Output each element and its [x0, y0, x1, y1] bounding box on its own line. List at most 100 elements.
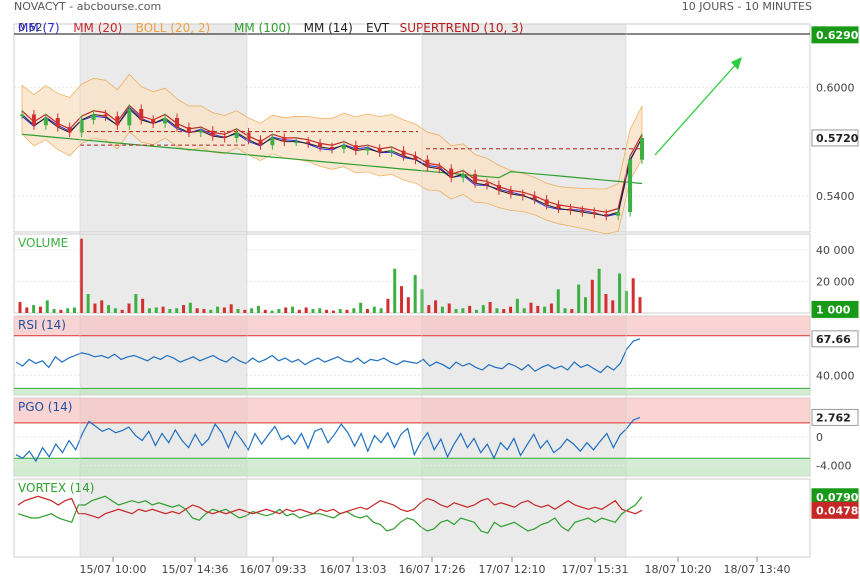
candle-body — [496, 184, 501, 191]
candle-body — [413, 156, 418, 160]
price-badge-text: 0.6290 — [816, 29, 859, 42]
price-tick-label: 0.5400 — [816, 190, 855, 203]
volume-bar — [338, 309, 342, 313]
vortex-1-line — [17, 495, 643, 519]
session-shade — [422, 479, 626, 557]
volume-bar — [216, 306, 220, 313]
volume-bar — [141, 298, 145, 313]
vortex-label: VORTEX (14) — [18, 481, 95, 495]
vortex-badge-text: 0.0478 — [816, 504, 858, 517]
volume-tick-label: 40 000 — [816, 244, 855, 257]
projection-arrowhead — [731, 57, 742, 70]
candle-body — [401, 150, 406, 157]
volume-bar — [461, 308, 465, 313]
volume-bar — [134, 294, 138, 313]
rsi-overbought-zone — [14, 316, 810, 336]
volume-bar — [604, 294, 608, 313]
volume-bar — [509, 306, 513, 313]
volume-bar — [182, 305, 186, 313]
period-label: 10 JOURS - 10 MINUTES — [681, 0, 812, 13]
volume-bar — [100, 300, 104, 313]
candle-body — [115, 116, 120, 126]
volume-bar — [590, 279, 594, 313]
candle-body — [103, 114, 108, 117]
candle-body — [151, 119, 156, 124]
projection-arrow — [654, 61, 739, 156]
candle-body — [55, 118, 60, 128]
volume-bar — [447, 303, 451, 313]
rsi-line — [15, 338, 641, 374]
volume-bar — [624, 290, 628, 313]
volume-label: VOLUME — [18, 236, 68, 250]
candle-body — [139, 109, 144, 120]
volume-bar — [481, 305, 485, 313]
volume-bar — [611, 300, 615, 313]
legend-2: BOLL (20, 2) — [136, 21, 211, 35]
legend-6: SUPERTREND (10, 3) — [400, 21, 524, 35]
candle-body — [210, 130, 215, 137]
volume-bar — [86, 294, 90, 313]
volume-bar — [631, 278, 635, 313]
volume-bar — [359, 302, 363, 313]
volume-bar — [502, 309, 506, 313]
vortex-0-line — [17, 495, 643, 534]
pgo-label: PGO (14) — [18, 400, 72, 414]
candle-body — [91, 114, 96, 120]
vortex-badge — [811, 501, 859, 519]
candle-body — [640, 137, 644, 160]
pgo-tick-label: -4.000 — [816, 459, 851, 472]
volume-bar — [386, 298, 390, 313]
x-axis-label: 18/07 10:20 — [645, 563, 712, 576]
candle-body — [330, 146, 334, 149]
volume-bar — [222, 307, 226, 313]
volume-bar — [154, 307, 158, 313]
rsi-badge — [811, 330, 859, 348]
volume-tick-label: 20 000 — [816, 275, 855, 288]
legend-5: EVT — [366, 21, 390, 35]
candle-body — [341, 145, 346, 149]
candle-body — [31, 114, 36, 126]
candle-body — [246, 132, 251, 140]
candle-body — [616, 212, 621, 216]
volume-bar — [195, 308, 199, 313]
candle-body — [556, 204, 561, 209]
volume-bar — [243, 309, 247, 313]
volume-bar — [563, 308, 567, 313]
volume-bar — [577, 284, 581, 313]
candle-body — [485, 183, 489, 185]
candle-body — [67, 127, 72, 133]
volume-bar — [52, 309, 56, 313]
candle-body — [175, 118, 179, 128]
candle-body — [258, 139, 263, 146]
volume-bar — [352, 308, 356, 313]
volume-bar — [291, 306, 295, 313]
volume-bar — [379, 308, 383, 313]
volume-bar — [120, 309, 124, 313]
volume-bar — [549, 303, 553, 313]
candle-body — [20, 114, 24, 116]
volume-bar — [107, 305, 111, 313]
price-badge — [811, 26, 859, 44]
volume-bar — [93, 303, 97, 313]
volume-bar — [529, 302, 533, 313]
volume-bar — [175, 308, 179, 313]
volume-bar — [59, 309, 63, 313]
volume-bar — [570, 309, 574, 313]
candle-body — [461, 174, 466, 178]
candle-body — [473, 174, 478, 184]
candle-body — [79, 119, 84, 133]
candle-body — [353, 145, 358, 151]
x-axis-label: 16/07 17:26 — [399, 563, 466, 576]
volume-bar — [38, 306, 42, 313]
candle-body — [437, 166, 442, 169]
volume-bar — [161, 306, 165, 313]
rsi-label: RSI (14) — [18, 318, 66, 332]
volume-bar — [543, 306, 547, 313]
volume-bar — [229, 304, 233, 313]
volume-bar — [406, 297, 410, 313]
volume-bar — [638, 297, 642, 313]
volume-bar — [427, 305, 431, 313]
price-tick-label: 0.6000 — [816, 81, 855, 94]
volume-bar — [522, 308, 526, 313]
x-axis-label: 16/07 09:33 — [240, 563, 307, 576]
